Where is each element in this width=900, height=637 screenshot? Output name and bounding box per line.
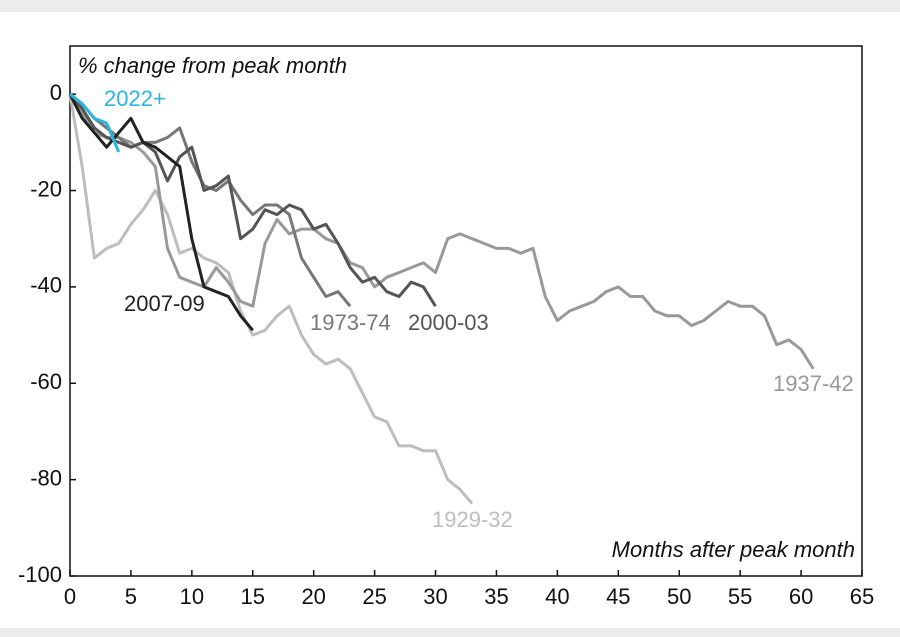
x-tick-label: 30: [423, 584, 447, 609]
x-tick-label: 65: [850, 584, 874, 609]
y-tick-label: -80: [30, 465, 62, 490]
y-tick-label: -20: [30, 176, 62, 201]
y-tick-label: -100: [18, 562, 62, 587]
series-label: 2000-03: [408, 310, 489, 335]
y-axis-label: % change from peak month: [78, 53, 347, 78]
series-line: [68, 93, 815, 370]
x-tick-label: 0: [64, 584, 76, 609]
x-tick-label: 35: [484, 584, 508, 609]
x-tick-label: 55: [728, 584, 752, 609]
series-label: 1929-32: [432, 507, 513, 532]
series-label: 2007-09: [124, 291, 205, 316]
y-tick-label: -60: [30, 369, 62, 394]
series-line: [68, 93, 474, 505]
series-line: [69, 93, 121, 153]
x-tick-label: 40: [545, 584, 569, 609]
x-tick-label: 20: [301, 584, 325, 609]
series-line: [68, 93, 437, 307]
x-tick-label: 45: [606, 584, 630, 609]
chart-background: [0, 12, 900, 628]
plot-frame: [69, 45, 863, 577]
x-tick-label: 15: [241, 584, 265, 609]
x-tick-label: 50: [667, 584, 691, 609]
x-tick-label: 25: [362, 584, 386, 609]
y-tick-label: 0: [50, 80, 62, 105]
x-tick-label: 10: [180, 584, 204, 609]
series-label: 2022+: [104, 86, 166, 111]
x-axis-label: Months after peak month: [612, 537, 855, 562]
x-tick-label: 5: [125, 584, 137, 609]
series-line: [68, 93, 254, 332]
series-label: 1937-42: [773, 371, 854, 396]
x-tick-label: 60: [789, 584, 813, 609]
series-label: 1973-74: [310, 310, 391, 335]
y-tick-label: -40: [30, 273, 62, 298]
